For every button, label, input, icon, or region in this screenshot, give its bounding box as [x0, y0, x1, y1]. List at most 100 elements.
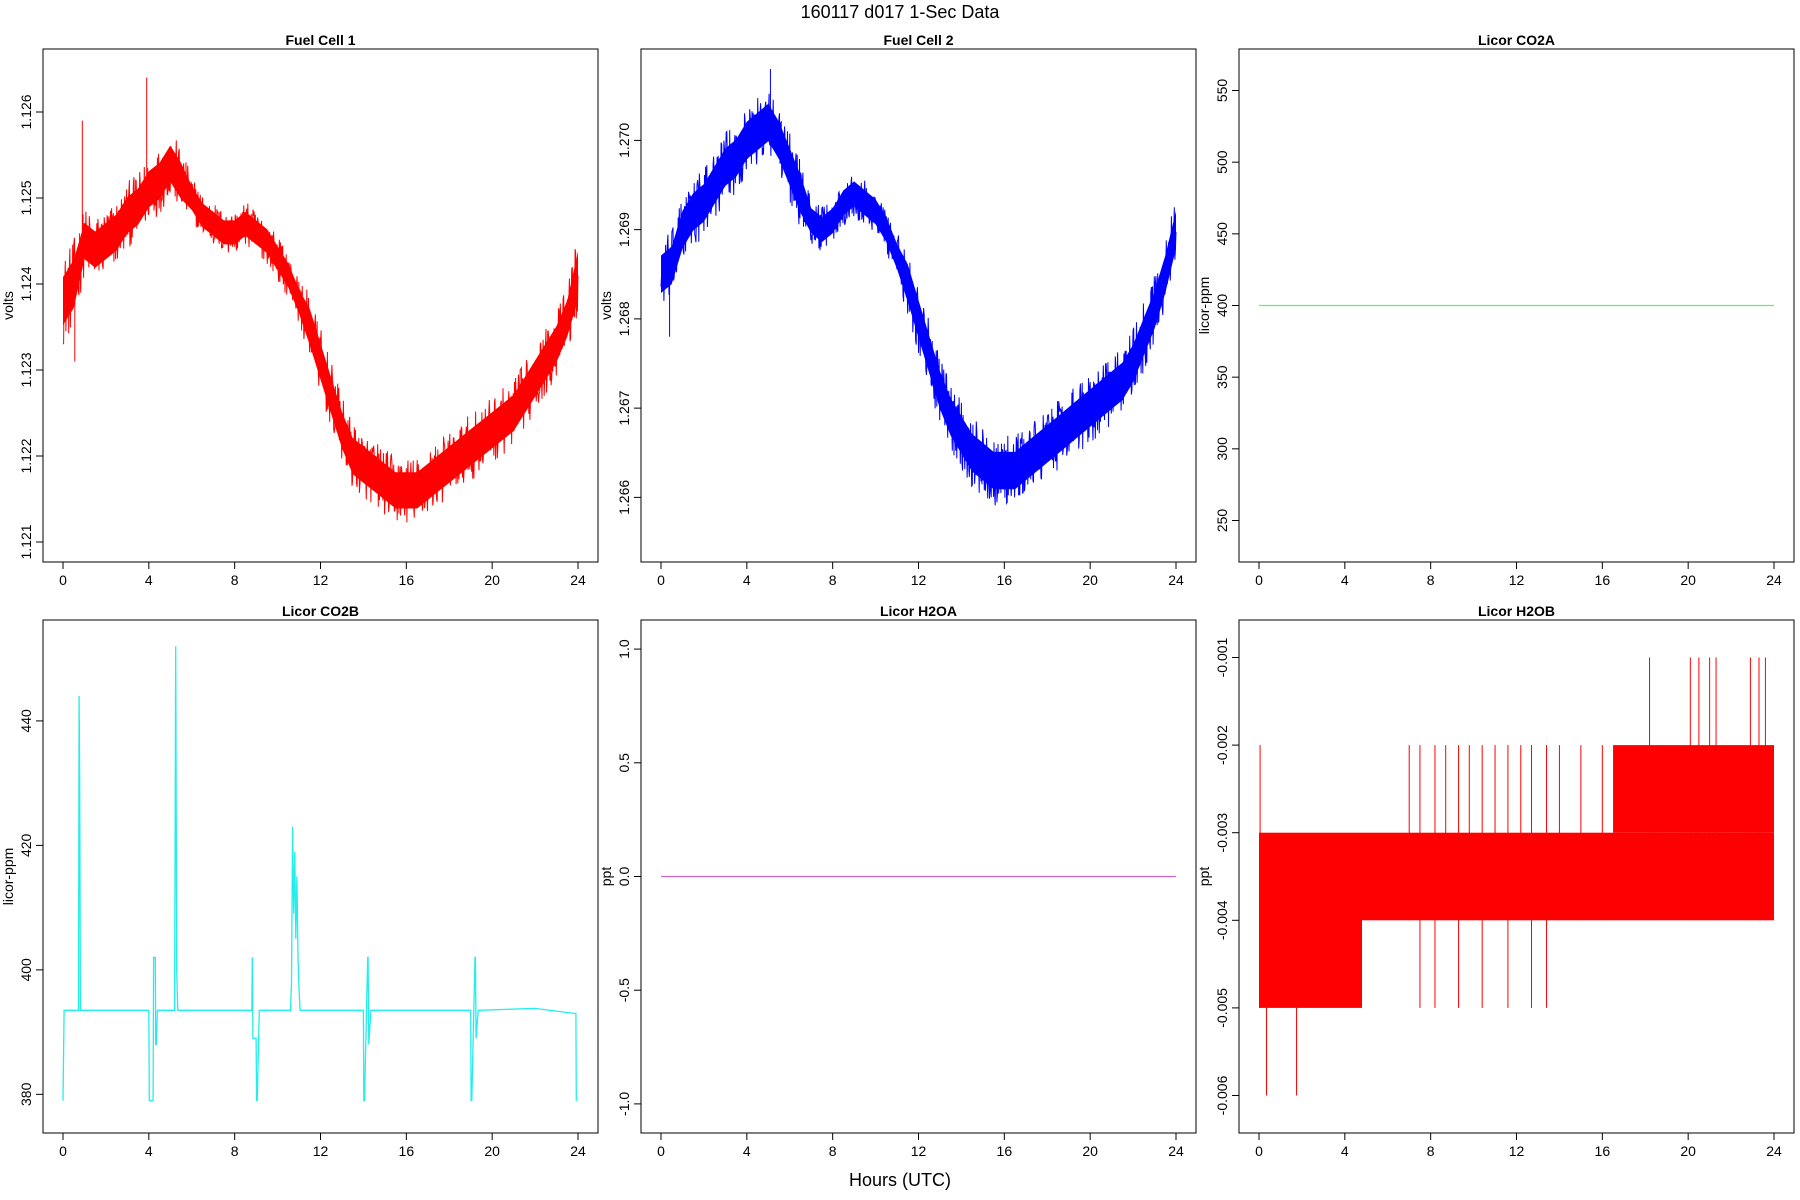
- y-tick-label: 350: [1214, 365, 1230, 389]
- x-tick-label: 20: [1680, 572, 1696, 588]
- y-tick-label: 400: [1214, 294, 1230, 318]
- data-block: [1362, 832, 1774, 921]
- y-tick-label: 550: [1214, 79, 1230, 103]
- x-tick-label: 24: [570, 1143, 586, 1159]
- panel-6: Licor H2OB ppt 0 4 8 12 16 20 24 -0.006 -0.005 -0.0…: [1196, 603, 1795, 1159]
- x-tick-label: 4: [145, 1143, 153, 1159]
- y-axis-label: licor-ppm: [0, 848, 16, 906]
- x-tick-label: 8: [1427, 572, 1435, 588]
- y-tick-label: 1.268: [616, 301, 632, 336]
- panel-title: Licor H2OB: [1478, 603, 1555, 619]
- y-tick-label: 1.126: [18, 94, 34, 129]
- plot-frame: [42, 619, 599, 1134]
- common-x-axis-label: Hours (UTC): [849, 1170, 951, 1190]
- x-tick-label: 20: [484, 1143, 500, 1159]
- x-tick-label: 20: [1082, 1143, 1098, 1159]
- x-tick-label: 0: [1255, 1143, 1263, 1159]
- y-tick-label: 1.269: [616, 212, 632, 247]
- y-tick-label: -0.003: [1214, 813, 1230, 853]
- y-axis-label: volts: [0, 291, 16, 320]
- y-axis-label: ppt: [1196, 867, 1212, 887]
- x-tick-label: 8: [231, 1143, 239, 1159]
- panel-3: Licor CO2A licor-ppm 0 4 8 12 16 20 24 250 300 350 4…: [1196, 32, 1795, 588]
- y-tick-label: 250: [1214, 509, 1230, 533]
- x-tick-label: 24: [1168, 572, 1184, 588]
- y-tick-label: -1.0: [616, 1092, 632, 1116]
- y-tick-label: 420: [18, 833, 34, 857]
- data-series-band: [661, 103, 1176, 490]
- panel-4: Licor CO2B licor-ppm 0 4 8 12 16 20 24 380 400 420 4…: [0, 603, 599, 1159]
- x-tick-label: 8: [1427, 1143, 1435, 1159]
- x-tick-label: 8: [829, 1143, 837, 1159]
- x-tick-label: 4: [145, 572, 153, 588]
- x-tick-label: 24: [1766, 572, 1782, 588]
- panel-title: Licor CO2A: [1478, 32, 1555, 48]
- x-tick-label: 4: [1341, 572, 1349, 588]
- y-tick-label: 1.267: [616, 390, 632, 425]
- x-tick-label: 12: [1509, 572, 1525, 588]
- y-tick-label: 500: [1214, 150, 1230, 174]
- panel-title: Fuel Cell 1: [285, 32, 355, 48]
- data-block: [1613, 745, 1774, 833]
- x-tick-label: 4: [1341, 1143, 1349, 1159]
- x-tick-label: 16: [399, 1143, 415, 1159]
- x-tick-label: 20: [484, 572, 500, 588]
- x-tick-label: 16: [1595, 572, 1611, 588]
- y-axis-label: volts: [598, 291, 614, 320]
- x-tick-label: 8: [829, 572, 837, 588]
- panel-1: Fuel Cell 1 volts 0 4 8 12 16 20 24 1.121 1.122 1.1…: [0, 32, 599, 588]
- plot-frame: [42, 48, 599, 563]
- y-tick-label: 0.5: [616, 753, 632, 773]
- x-tick-label: 24: [1168, 1143, 1184, 1159]
- panel-2: Fuel Cell 2 volts 0 4 8 12 16 20 24 1.266 1.267 1.2…: [598, 32, 1197, 588]
- y-tick-label: 400: [18, 958, 34, 982]
- x-tick-label: 0: [1255, 572, 1263, 588]
- y-tick-label: 1.123: [18, 352, 34, 387]
- y-tick-label: 1.0: [616, 639, 632, 659]
- panel-title: Licor CO2B: [282, 603, 359, 619]
- x-tick-label: 0: [657, 1143, 665, 1159]
- y-tick-label: 1.266: [616, 480, 632, 515]
- y-tick-label: -0.001: [1214, 637, 1230, 677]
- x-tick-label: 0: [59, 572, 67, 588]
- y-tick-label: 300: [1214, 437, 1230, 461]
- x-tick-label: 24: [570, 572, 586, 588]
- y-tick-label: 1.121: [18, 524, 34, 559]
- x-tick-label: 12: [911, 1143, 927, 1159]
- figure-title: 160117 d017 1-Sec Data: [800, 2, 1000, 22]
- y-tick-label: -0.002: [1214, 725, 1230, 765]
- x-tick-label: 4: [743, 1143, 751, 1159]
- y-tick-label: -0.5: [616, 978, 632, 1002]
- y-tick-label: 1.122: [18, 438, 34, 473]
- data-block: [1259, 832, 1362, 1008]
- y-tick-label: 0.0: [616, 867, 632, 887]
- x-tick-label: 24: [1766, 1143, 1782, 1159]
- y-axis-label: ppt: [598, 867, 614, 887]
- x-tick-label: 0: [657, 572, 665, 588]
- x-tick-label: 0: [59, 1143, 67, 1159]
- y-axis-label: licor-ppm: [1196, 277, 1212, 335]
- x-tick-label: 12: [1509, 1143, 1525, 1159]
- x-tick-label: 16: [997, 572, 1013, 588]
- x-tick-label: 20: [1680, 1143, 1696, 1159]
- y-tick-label: 1.125: [18, 180, 34, 215]
- x-tick-label: 16: [1595, 1143, 1611, 1159]
- x-tick-label: 16: [399, 572, 415, 588]
- panel-title: Licor H2OA: [880, 603, 957, 619]
- panel-title: Fuel Cell 2: [883, 32, 953, 48]
- y-tick-label: -0.005: [1214, 988, 1230, 1028]
- y-tick-label: 1.270: [616, 123, 632, 158]
- x-tick-label: 8: [231, 572, 239, 588]
- x-tick-label: 16: [997, 1143, 1013, 1159]
- x-tick-label: 12: [911, 572, 927, 588]
- y-tick-label: 380: [18, 1082, 34, 1106]
- x-tick-label: 4: [743, 572, 751, 588]
- x-tick-label: 20: [1082, 572, 1098, 588]
- y-tick-label: 1.124: [18, 266, 34, 301]
- data-series-band: [63, 145, 578, 509]
- y-tick-label: 450: [1214, 222, 1230, 246]
- y-tick-label: -0.006: [1214, 1075, 1230, 1115]
- y-tick-label: -0.004: [1214, 900, 1230, 940]
